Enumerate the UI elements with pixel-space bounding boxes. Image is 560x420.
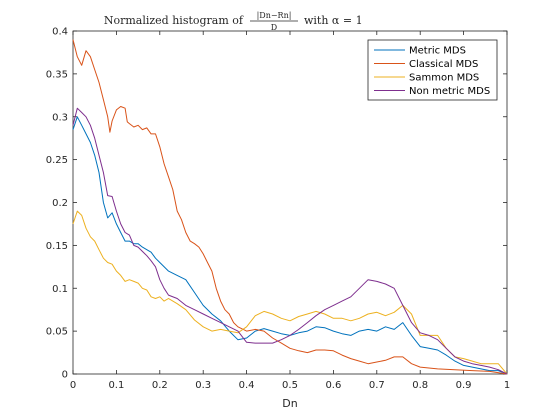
y-tick-label: 0.05 xyxy=(46,327,68,338)
series-line-sammon-mds xyxy=(72,210,508,375)
legend-label-metric-mds: Metric MDS xyxy=(409,46,466,57)
x-tick-label: 0.1 xyxy=(108,380,124,391)
y-tick-label: 0.15 xyxy=(46,241,68,252)
y-tick-label: 0.3 xyxy=(52,112,68,123)
y-tick-label: 0.2 xyxy=(52,198,68,209)
x-tick-label: 0.3 xyxy=(195,380,211,391)
x-tick-label: 0.6 xyxy=(325,380,341,391)
axis-ticks: 0 0.1 0.2 0.3 0.4 0.5 0.6 0.7 0.8 0.9 1 0 0.05 0.1 0.1… xyxy=(46,27,510,392)
x-axis-label: Dn xyxy=(282,397,297,410)
series-lines xyxy=(72,39,508,375)
series-line-metric-mds xyxy=(72,116,508,375)
legend: Metric MDS Classical MDS Sammon MDS Non met… xyxy=(367,39,498,101)
legend-label-classical-mds: Classical MDS xyxy=(409,59,478,70)
title-fraction-denominator: D xyxy=(271,23,277,32)
x-tick-label: 0.4 xyxy=(239,380,255,391)
chart-title: Normalized histogram of |Dn−Rn| D with α… xyxy=(104,11,363,32)
x-tick-label: 0.9 xyxy=(456,380,472,391)
y-tick-label: 0 xyxy=(62,370,68,381)
x-tick-label: 0 xyxy=(70,380,76,391)
title-fraction-numerator: |Dn−Rn| xyxy=(257,11,292,20)
series-line-classical-mds xyxy=(72,39,508,375)
x-tick-label: 1 xyxy=(504,380,510,391)
x-tick-label: 0.7 xyxy=(369,380,385,391)
y-tick-label: 0.4 xyxy=(52,27,68,38)
x-tick-label: 0.5 xyxy=(282,380,298,391)
y-tick-label: 0.25 xyxy=(46,155,68,166)
title-prefix: Normalized histogram of xyxy=(104,14,244,27)
title-suffix: with α = 1 xyxy=(304,14,363,27)
legend-label-non-metric-mds: Non metric MDS xyxy=(409,86,490,97)
y-tick-label: 0.35 xyxy=(46,69,68,80)
x-tick-label: 0.2 xyxy=(152,380,168,391)
legend-label-sammon-mds: Sammon MDS xyxy=(409,73,479,84)
y-tick-label: 0.1 xyxy=(52,284,68,295)
x-tick-label: 0.8 xyxy=(412,380,428,391)
series-line-non-metric-mds xyxy=(72,107,508,375)
